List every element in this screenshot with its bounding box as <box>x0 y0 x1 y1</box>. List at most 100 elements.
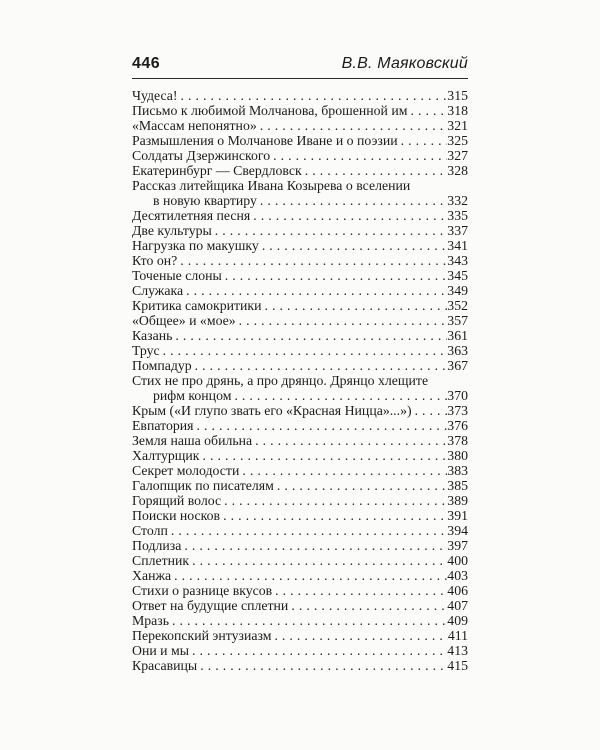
dot-leader: . . . . . . . . . . . . . . . . . . . . … <box>214 223 448 238</box>
dot-leader: . . . . . . . . . . . . . . . . . . . . … <box>414 403 448 418</box>
dot-leader: . . . . . . . . . . . . . . . . . . . . … <box>184 538 447 553</box>
toc-entry-page: 345 <box>447 268 468 283</box>
toc-entry-page: 378 <box>447 433 468 448</box>
dot-leader: . . . . . . . . . . . . . . . . . . . . … <box>291 598 447 613</box>
toc-entry-title: Поиски носков <box>132 508 221 523</box>
toc-entry-page: 397 <box>447 538 468 553</box>
toc-list: Чудеса! . . . . . . . . . . . . . . . . … <box>132 88 468 673</box>
dot-leader: . . . . . . . . . . . . . . . . . . . . … <box>259 193 447 208</box>
toc-entry-title: Халтурщик <box>132 448 200 463</box>
toc-entry-page: 318 <box>447 103 468 118</box>
toc-entry: Солдаты Дзержинского . . . . . . . . . .… <box>132 148 468 163</box>
toc-entry-title: Размышления о Молчанове Иване и о поэзии <box>132 133 398 148</box>
toc-entry-page: 361 <box>447 328 468 343</box>
toc-entry: Стих не про дрянь, а про дрянцо. Дрянцо … <box>132 373 468 388</box>
toc-entry: Ответ на будущие сплетни . . . . . . . .… <box>132 598 468 613</box>
toc-entry-title: Сплетник <box>132 553 190 568</box>
toc-entry: Письмо к любимой Молчанова, брошенной им… <box>132 103 468 118</box>
toc-entry-page: 315 <box>447 88 468 103</box>
dot-leader: . . . . . . . . . . . . . . . . . . . . … <box>174 568 447 583</box>
dot-leader: . . . . . . . . . . . . . . . . . . . . … <box>242 463 447 478</box>
dot-leader: . . . . . . . . . . . . . . . . . . . . … <box>400 133 448 148</box>
toc-entry-title: Красавицы <box>132 658 198 673</box>
toc-entry-page: 376 <box>447 418 468 433</box>
toc-entry: Рассказ литейщика Ивана Козырева о вселе… <box>132 178 468 193</box>
toc-entry-title: Земля наша обильна <box>132 433 253 448</box>
toc-entry-title: Стих не про дрянь, а про дрянцо. Дрянцо … <box>132 373 429 388</box>
dot-leader: . . . . . . . . . . . . . . . . . . . . … <box>253 208 447 223</box>
toc-entry-page: 415 <box>447 658 468 673</box>
dot-leader: . . . . . . . . . . . . . . . . . . . . … <box>304 163 448 178</box>
dot-leader: . . . . . . . . . . . . . . . . . . . . … <box>170 523 447 538</box>
toc-entry-title: Мразь <box>132 613 170 628</box>
toc-entry-page: 367 <box>447 358 468 373</box>
toc-entry-title: Нагрузка по макушку <box>132 238 259 253</box>
toc-entry: Халтурщик . . . . . . . . . . . . . . . … <box>132 448 468 463</box>
toc-entry-title: Солдаты Дзержинского <box>132 148 271 163</box>
toc-entry-page: 325 <box>447 133 468 148</box>
toc-entry-page: 409 <box>447 613 468 628</box>
dot-leader: . . . . . . . . . . . . . . . . . . . . … <box>180 88 448 103</box>
toc-entry: Екатеринбург — Свердловск . . . . . . . … <box>132 163 468 178</box>
toc-entry: рифм концом . . . . . . . . . . . . . . … <box>132 388 468 403</box>
dot-leader: . . . . . . . . . . . . . . . . . . . . … <box>196 418 448 433</box>
toc-entry-page: 337 <box>447 223 468 238</box>
toc-entry: Точеные слоны . . . . . . . . . . . . . … <box>132 268 468 283</box>
toc-entry-page: 352 <box>447 298 468 313</box>
toc-entry-title: Секрет молодости <box>132 463 240 478</box>
dot-leader: . . . . . . . . . . . . . . . . . . . . … <box>192 553 447 568</box>
toc-entry-title: Евпатория <box>132 418 194 433</box>
toc-entry-title: рифм концом <box>153 388 232 403</box>
toc-entry-page: 343 <box>447 253 468 268</box>
toc-entry: Нагрузка по макушку . . . . . . . . . . … <box>132 238 468 253</box>
toc-entry-title: Письмо к любимой Молчанова, брошенной им <box>132 103 408 118</box>
dot-leader: . . . . . . . . . . . . . . . . . . . . … <box>192 643 447 658</box>
toc-entry-page: 349 <box>447 283 468 298</box>
toc-entry-page: 321 <box>447 118 468 133</box>
toc-entry-title: Екатеринбург — Свердловск <box>132 163 302 178</box>
toc-entry-title: в новую квартиру <box>153 193 257 208</box>
toc-entry-page: 403 <box>447 568 468 583</box>
toc-entry: Евпатория . . . . . . . . . . . . . . . … <box>132 418 468 433</box>
dot-leader: . . . . . . . . . . . . . . . . . . . . … <box>223 508 447 523</box>
toc-entry-title: Служака <box>132 283 184 298</box>
toc-entry-title: Трус <box>132 343 160 358</box>
toc-entry: «Массам непонятно» . . . . . . . . . . .… <box>132 118 468 133</box>
dot-leader: . . . . . . . . . . . . . . . . . . . . … <box>259 118 448 133</box>
toc-entry-title: Чудеса! <box>132 88 178 103</box>
toc-entry-title: Казань <box>132 328 173 343</box>
dot-leader: . . . . . . . . . . . . . . . . . . . . … <box>175 328 447 343</box>
dot-leader: . . . . . . . . . . . . . . . . . . . . … <box>172 613 447 628</box>
toc-entry-page: 327 <box>447 148 468 163</box>
toc-entry-page: 373 <box>447 403 468 418</box>
toc-entry-page: 328 <box>447 163 468 178</box>
toc-entry: Стихи о разнице вкусов . . . . . . . . .… <box>132 583 468 598</box>
toc-entry-title: Рассказ литейщика Ивана Козырева о вселе… <box>132 178 411 193</box>
dot-leader: . . . . . . . . . . . . . . . . . . . . … <box>264 298 448 313</box>
toc-entry: Ханжа . . . . . . . . . . . . . . . . . … <box>132 568 468 583</box>
toc-entry-title: Крым («И глупо звать его «Красная Ницца»… <box>132 403 412 418</box>
toc-entry-page: 370 <box>447 388 468 403</box>
toc-entry: Крым («И глупо звать его «Красная Ницца»… <box>132 403 468 418</box>
toc-entry: Красавицы . . . . . . . . . . . . . . . … <box>132 658 468 673</box>
dot-leader: . . . . . . . . . . . . . . . . . . . . … <box>274 628 447 643</box>
toc-entry-page: 411 <box>447 628 468 643</box>
toc-entry: Сплетник . . . . . . . . . . . . . . . .… <box>132 553 468 568</box>
toc-entry: Столп . . . . . . . . . . . . . . . . . … <box>132 523 468 538</box>
toc-entry-page: 363 <box>447 343 468 358</box>
running-title: В.В. Маяковский <box>341 55 468 72</box>
dot-leader: . . . . . . . . . . . . . . . . . . . . … <box>238 313 448 328</box>
toc-entry-title: Горящий волос <box>132 493 222 508</box>
toc-entry-page: 406 <box>447 583 468 598</box>
toc-entry: в новую квартиру . . . . . . . . . . . .… <box>132 193 468 208</box>
toc-entry: Трус . . . . . . . . . . . . . . . . . .… <box>132 343 468 358</box>
toc-entry-page: 391 <box>447 508 468 523</box>
dot-leader: . . . . . . . . . . . . . . . . . . . . … <box>234 388 447 403</box>
toc-entry-page: 335 <box>447 208 468 223</box>
page-content: 446 В.В. Маяковский Чудеса! . . . . . . … <box>132 54 468 673</box>
toc-entry: Поиски носков . . . . . . . . . . . . . … <box>132 508 468 523</box>
toc-entry-title: Перекопский энтузиазм <box>132 628 272 643</box>
toc-entry: «Общее» и «мое» . . . . . . . . . . . . … <box>132 313 468 328</box>
dot-leader: . . . . . . . . . . . . . . . . . . . . … <box>162 343 448 358</box>
